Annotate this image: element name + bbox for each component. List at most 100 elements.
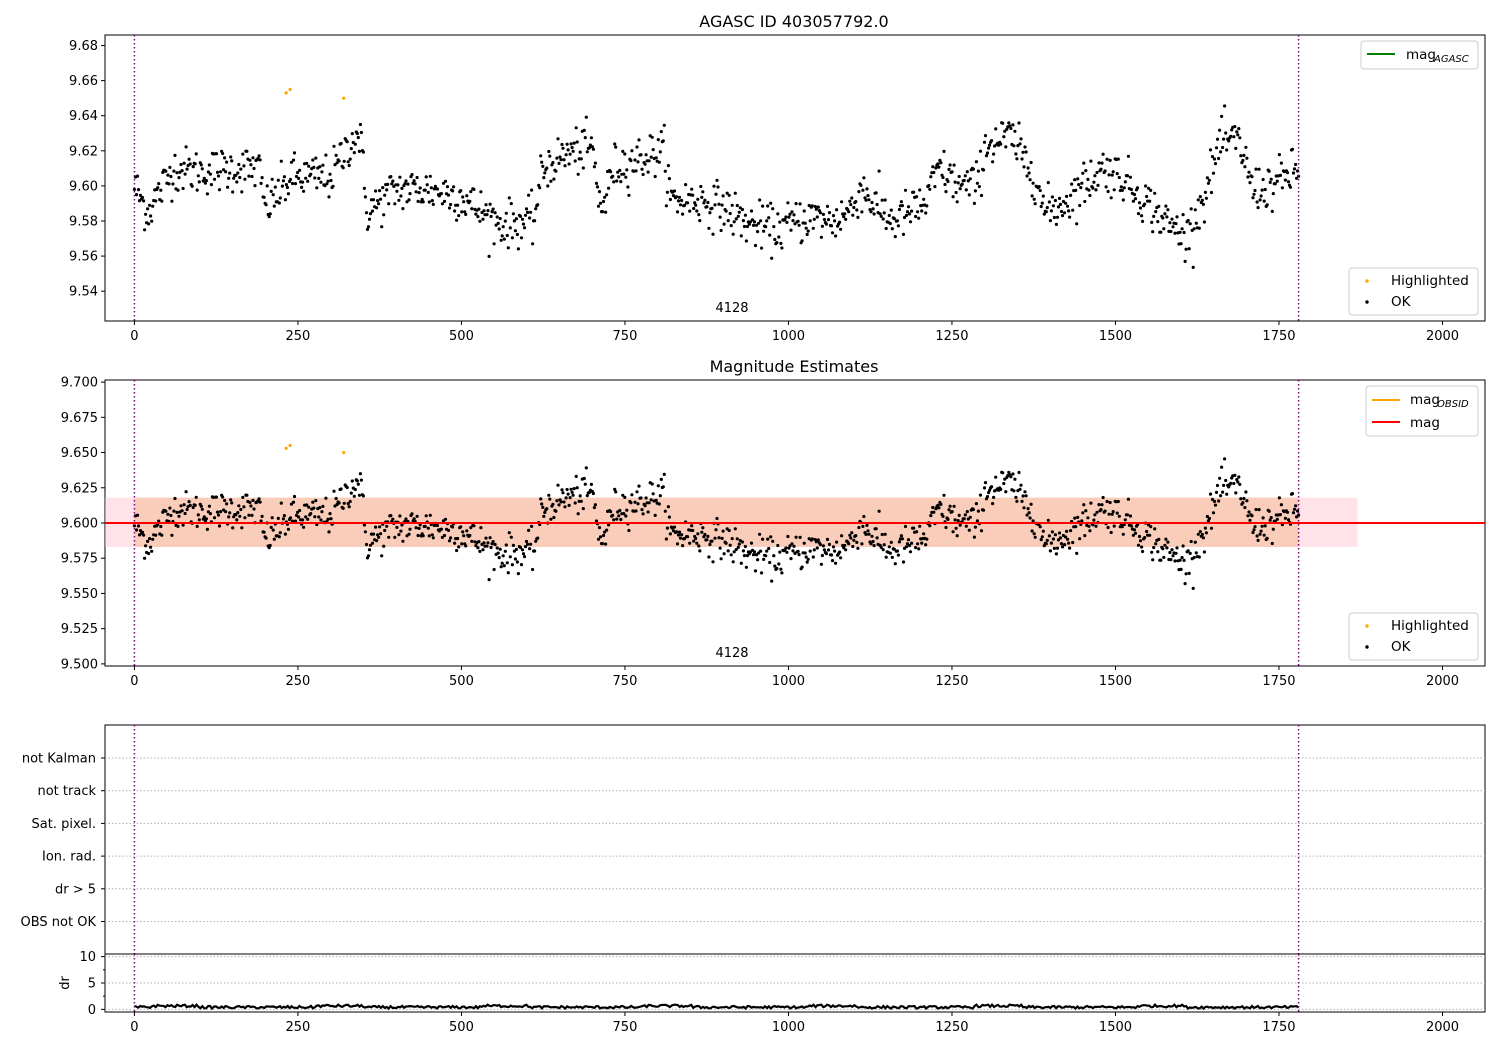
agasc-x-axis: 0 250 500 750 1000 1250 1500 1750 2000 [130,321,1459,344]
agasc-ok-point [1033,202,1037,206]
estimates-ok-point [404,517,408,521]
agasc-ok-point [1141,219,1145,223]
agasc-ok-point [443,179,448,183]
agasc-ok-point [756,230,760,234]
estimates-ok-point [910,541,914,545]
agasc-ok-point [943,182,947,187]
agasc-ok-point [854,200,858,204]
agasc-ok-point [946,179,950,184]
estimates-ok-point [1093,513,1097,517]
agasc-ok-point [666,164,671,168]
estimates-ok-point [696,532,700,536]
estimates-ok-point [431,536,435,540]
estimates-ok-point [1169,558,1173,562]
estimates-ok-point [1071,540,1075,545]
agasc-ok-point [185,167,189,171]
estimates-ok-point [847,542,851,546]
agasc-ok-point [668,197,673,202]
agasc-ok-point [315,186,319,190]
dr-y-tick-label: 5 [88,977,96,992]
estimates-ok-point [824,552,829,556]
estimates-plot-title: Magnitude Estimates [710,357,879,376]
agasc-ok-point [1196,198,1200,202]
estimates-ok-point [597,526,602,530]
agasc-ok-point [302,189,306,193]
agasc-ok-point [349,147,353,151]
agasc-ok-point [1091,186,1095,190]
agasc-ok-point [1125,174,1129,178]
estimates-ok-point [1234,491,1238,495]
agasc-ok-point [1184,247,1188,251]
estimates-ok-point [804,555,808,559]
agasc-ok-point [190,184,194,188]
estimates-ok-point [151,537,155,541]
estimates-ok-point [776,543,780,548]
agasc-ok-point [717,202,721,206]
estimates-ok-point [462,534,466,538]
agasc-ok-point [872,212,876,216]
agasc-ok-point [367,217,372,221]
agasc-x-tick-label: 500 [449,329,474,344]
estimates-ok-point [973,525,978,529]
estimates-ok-point [179,504,183,508]
estimates-ok-point [224,510,228,514]
agasc-ok-point [1259,194,1263,198]
estimates-highlighted-point [342,450,346,455]
estimates-ok-point [1175,546,1179,550]
agasc-ok-point [659,130,663,134]
estimates-ok-point [1285,510,1290,514]
agasc-ok-point [1294,162,1298,167]
estimates-ok-point [498,547,502,551]
estimates-ok-point [492,567,496,572]
estimates-ok-point [889,540,893,545]
estimates-ok-point [136,524,141,528]
estimates-ok-point [283,532,287,536]
agasc-ok-point [326,179,330,183]
estimates-ok-point [1145,529,1149,534]
agasc-ok-point [786,201,790,205]
estimates-ok-point [400,523,404,527]
agasc-ok-point [177,176,181,180]
agasc-ok-point [1206,181,1210,185]
agasc-ok-point [151,204,155,208]
agasc-ok-point [420,197,424,202]
agasc-ok-point [661,139,665,143]
agasc-ok-point [1162,227,1166,231]
agasc-ok-point [545,166,549,170]
agasc-ok-point [641,172,645,177]
estimates-y-axis: 9.5009.5259.5509.5759.6009.6259.6509.675… [61,376,105,672]
estimates-ok-point [355,479,359,483]
agasc-ok-point [625,168,629,172]
estimates-ok-point [614,490,618,494]
agasc-ok-point [833,219,837,223]
agasc-ok-point [1138,206,1143,210]
estimates-ok-point [533,549,537,553]
estimates-ok-point [1182,558,1186,563]
agasc-ok-point [364,211,369,215]
agasc-ok-point [391,179,395,183]
estimates-ok-point [1046,518,1050,522]
flag-row-label: dr > 5 [55,882,96,897]
agasc-ok-point [667,177,672,181]
estimates-ok-point [865,523,869,528]
agasc-ok-point [916,210,920,214]
estimates-ok-point [549,517,553,521]
agasc-ok-point [760,246,764,250]
agasc-legend-mag-label: mag [1406,47,1436,63]
estimates-ok-point [1020,499,1024,503]
agasc-ok-point [459,189,463,193]
agasc-ok-point [1241,158,1245,163]
agasc-ok-point [1022,165,1026,169]
estimates-ok-point [1263,524,1267,528]
agasc-ok-point [479,190,483,194]
agasc-ok-point [1131,199,1135,203]
agasc-ok-point [311,158,315,162]
agasc-ok-point [160,199,164,203]
estimates-ok-point [721,529,725,533]
agasc-ok-point [219,170,223,174]
estimates-ok-point [958,523,962,527]
agasc-ok-point [249,163,253,167]
estimates-ok-point [929,514,933,518]
agasc-line-legend: mag AGASC [1360,40,1479,70]
